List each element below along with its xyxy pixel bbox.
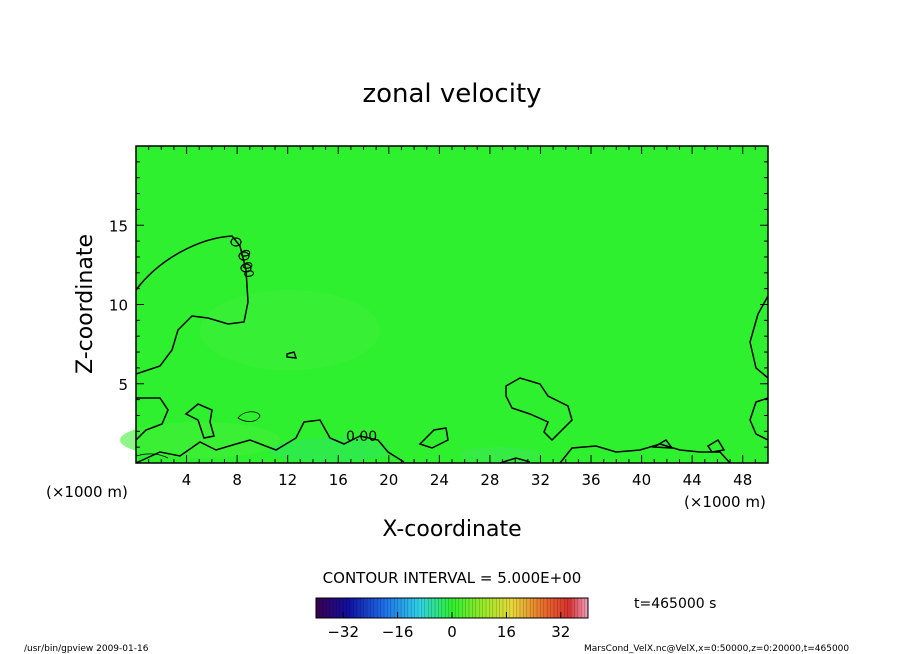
x-tick-label: 20 (379, 471, 398, 489)
contour-lines-dashed (230, 237, 252, 273)
x-tick-label: 24 (430, 471, 449, 489)
chart-title: zonal velocity (362, 79, 541, 109)
x-tick-label: 36 (581, 471, 600, 489)
x-tick-label: 44 (683, 471, 702, 489)
x-unit-label-left: (×1000 m) (46, 483, 128, 501)
x-tick-label: 48 (733, 471, 752, 489)
colorbar-tick-label: 16 (497, 623, 516, 641)
x-tick-label: 16 (329, 471, 348, 489)
colorbar-tick-label: 0 (447, 623, 457, 641)
y-axis-label: Z-coordinate (73, 234, 98, 374)
contour-label: 0.00 (236, 248, 256, 279)
colorbar-bins (315, 598, 589, 618)
x-tick-label: 4 (182, 471, 192, 489)
x-tick-label: 40 (632, 471, 651, 489)
contour-interval-label: CONTOUR INTERVAL = 5.000E+00 (323, 569, 582, 587)
contour-lines (135, 235, 769, 464)
contour-lines-thin (135, 411, 261, 459)
x-axis-label: X-coordinate (382, 517, 521, 542)
field-shade (270, 438, 390, 462)
plot-area: 0.00 0.00 (120, 145, 769, 464)
colorbar-tick-label: −32 (327, 623, 359, 641)
y-axis: 5 10 15 (109, 161, 768, 448)
time-label: t=465000 s (634, 596, 716, 612)
colorbar-ticks: −32 −16 0 16 32 (327, 612, 570, 641)
y-tick-label: 10 (109, 297, 128, 315)
footer-left: /usr/bin/gpview 2009-01-16 (24, 644, 149, 654)
colorbar (315, 597, 589, 619)
x-axis: 4 8 12 16 20 24 28 32 36 40 44 48 (148, 146, 756, 489)
colorbar-gradient (316, 598, 588, 618)
field-shade (200, 290, 380, 370)
x-unit-label-right: (×1000 m) (684, 493, 766, 511)
x-tick-label: 12 (278, 471, 297, 489)
contour-label: 0.00 (346, 429, 377, 445)
x-tick-label: 8 (232, 471, 242, 489)
colorbar-tick-label: 32 (551, 623, 570, 641)
field-shade (120, 422, 280, 458)
colorbar-tick-label: −16 (382, 623, 414, 641)
footer-right: MarsCond_VelX.nc@VelX,x=0:50000,z=0:2000… (584, 644, 849, 654)
y-tick-label: 15 (109, 217, 128, 235)
x-tick-label: 28 (480, 471, 499, 489)
y-tick-label: 5 (118, 376, 128, 394)
x-tick-label: 32 (531, 471, 550, 489)
